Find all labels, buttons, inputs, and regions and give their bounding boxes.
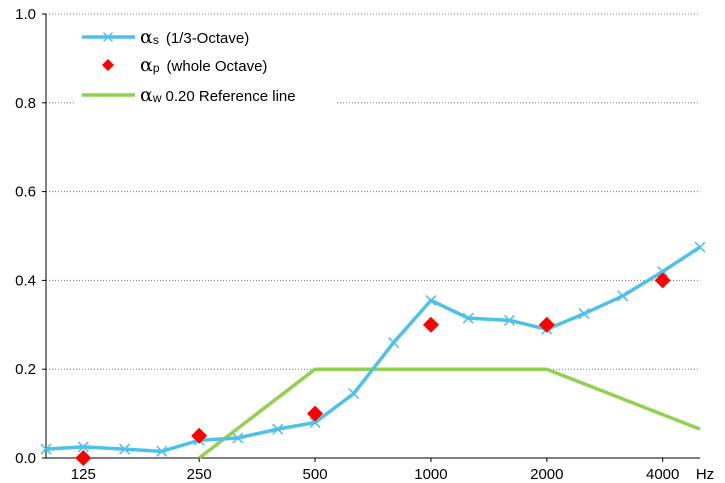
series-markers	[40, 241, 706, 466]
alpha-symbol: α	[140, 54, 153, 76]
x-tick-label: 2000	[530, 466, 563, 483]
point-alpha-s	[657, 265, 669, 278]
point-alpha-p	[307, 405, 324, 422]
point-alpha-p	[75, 450, 92, 466]
legend-label-alpha-s: αs (1/3-Octave)	[140, 26, 249, 48]
point-alpha-s	[309, 416, 321, 429]
axes	[42, 13, 700, 462]
y-tick-label: 0.2	[15, 361, 36, 378]
y-tick-label: 0.6	[15, 184, 36, 201]
legend-entry-alpha-s: αs (1/3-Octave)	[82, 26, 249, 48]
point-alpha-p	[422, 316, 439, 333]
x-tick-labels: 125 250 500 1000 2000 4000 Hz	[71, 466, 714, 483]
y-tick-label: 1.0	[15, 6, 36, 23]
legend-text: (whole Octave)	[167, 58, 268, 75]
point-alpha-p	[191, 427, 208, 444]
legend-text: (1/3-Octave)	[166, 30, 249, 47]
point-alpha-p	[654, 272, 671, 289]
x-tick-label: 125	[71, 466, 96, 483]
point-alpha-s	[694, 241, 706, 253]
y-tick-labels: 0.0 0.2 0.4 0.6 0.8 1.0	[15, 6, 36, 467]
point-alpha-s	[578, 308, 590, 320]
legend-x-marker-icon	[102, 31, 114, 43]
y-tick-label: 0.4	[15, 272, 36, 289]
legend-entry-alpha-w: αw 0.20 Reference line	[82, 84, 296, 106]
point-alpha-s	[272, 423, 284, 435]
point-alpha-s	[388, 336, 400, 349]
legend: αs (1/3-Octave) αp (whole Octave) αw 0.20 R…	[75, 20, 335, 112]
series-line-alpha-s	[45, 245, 701, 454]
x-tick-label: 250	[187, 466, 212, 483]
point-alpha-s	[119, 443, 131, 455]
x-unit-label: Hz	[696, 466, 714, 483]
point-alpha-p	[538, 316, 555, 333]
point-alpha-s	[503, 314, 516, 326]
legend-entry-alpha-p: αp (whole Octave)	[102, 54, 267, 76]
alpha-symbol: α	[140, 84, 153, 106]
series-lines	[45, 245, 701, 460]
point-alpha-s	[77, 441, 89, 453]
point-alpha-s	[348, 388, 360, 400]
y-tick-label: 0.8	[15, 95, 36, 112]
series-line-alpha-w	[198, 367, 701, 460]
point-alpha-s	[232, 432, 244, 444]
alpha-subscript: w	[152, 91, 162, 105]
point-alpha-s	[425, 294, 437, 306]
legend-label-alpha-w: αw 0.20 Reference line	[140, 84, 296, 106]
point-alpha-s	[156, 445, 168, 457]
point-alpha-s	[40, 443, 52, 455]
alpha-subscript: s	[153, 33, 159, 47]
x-tick-label: 1000	[414, 466, 447, 483]
alpha-subscript: p	[153, 61, 160, 75]
alpha-symbol: α	[140, 26, 153, 48]
point-alpha-s	[617, 290, 629, 302]
legend-text: 0.20 Reference line	[166, 88, 296, 105]
y-tick-label: 0.0	[15, 450, 36, 467]
legend-label-alpha-p: αp (whole Octave)	[140, 54, 267, 76]
x-tick-label: 4000	[646, 466, 679, 483]
point-alpha-s	[462, 312, 474, 324]
legend-diamond-marker-icon	[102, 59, 114, 71]
x-tick-label: 500	[303, 466, 328, 483]
